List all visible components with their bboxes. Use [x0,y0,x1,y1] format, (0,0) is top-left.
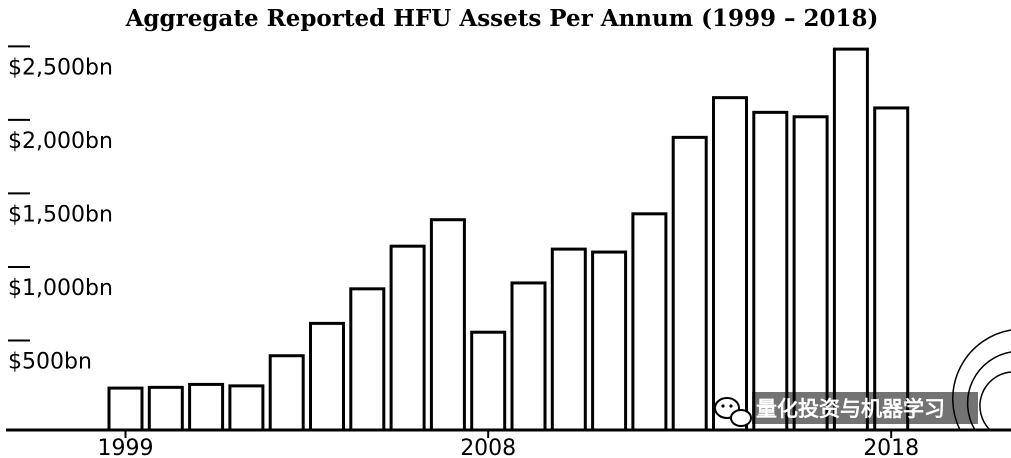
watermark: 量化投资与机器学习 [714,392,978,427]
bar-2015 [752,110,789,432]
y-tick-label: $1,500bn [8,202,113,227]
bar-2009 [510,281,547,432]
bar-2001 [188,382,225,432]
y-tick-label: $500bn [8,349,92,374]
bar-2014 [712,96,748,432]
bar-2016 [792,115,829,432]
bar-2003 [268,354,305,432]
x-axis: 1999 2008 2018 [98,430,919,458]
bar-2007 [429,218,466,432]
x-tick-label: 2008 [460,436,516,458]
bar-2010 [550,247,587,432]
watermark-text: 量化投资与机器学习 [756,397,945,421]
chart-title: Aggregate Reported HFU Assets Per Annum … [125,5,879,32]
bar-2011 [591,250,628,432]
y-axis: $500bn $1,000bn $1,500bn $2,000bn $2,500bn [8,45,113,374]
x-tick-label: 2018 [863,436,919,458]
y-tick-label: $2,500bn [8,55,113,80]
y-tick-label: $1,000bn [8,276,113,301]
x-tick-label: 1999 [98,436,154,458]
bar-2013 [671,135,708,432]
bar-2012 [631,212,668,432]
bar-1999 [107,386,144,432]
bars [107,47,910,432]
bar-2008 [470,330,507,432]
bar-2005 [349,287,386,432]
bar-2002 [228,384,265,432]
bar-2006 [389,244,426,432]
y-tick-label: $2,000bn [8,129,113,154]
corner-arcs [952,329,1011,431]
bar-2017 [832,47,869,432]
bar-2004 [309,321,345,432]
bar-2000 [147,385,184,432]
bar-2018 [873,106,910,432]
wechat-icon [714,397,752,427]
